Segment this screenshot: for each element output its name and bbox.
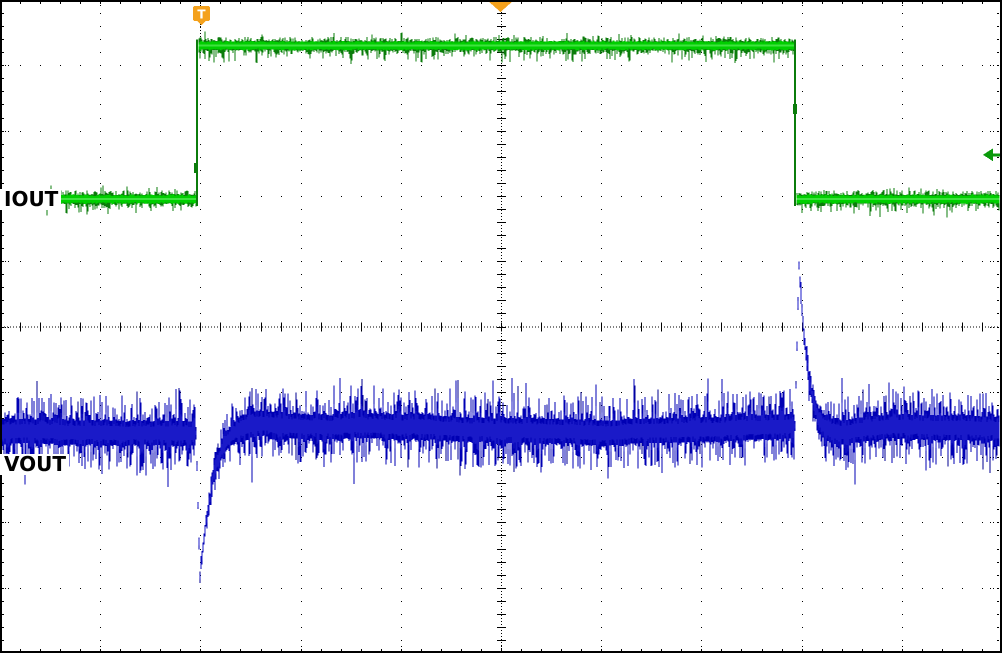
reference-level-arrow-icon bbox=[983, 148, 1001, 162]
channel-label-iout: IOUT bbox=[0, 189, 62, 210]
channel-label-vout: VOUT bbox=[0, 454, 70, 475]
trigger-badge: T bbox=[193, 6, 210, 26]
scope-markers: T bbox=[193, 1, 1001, 162]
trigger-badge-icon bbox=[193, 6, 210, 26]
trigger-badge-letter: T bbox=[197, 8, 206, 22]
horizontal-position-marker-icon bbox=[488, 1, 513, 12]
